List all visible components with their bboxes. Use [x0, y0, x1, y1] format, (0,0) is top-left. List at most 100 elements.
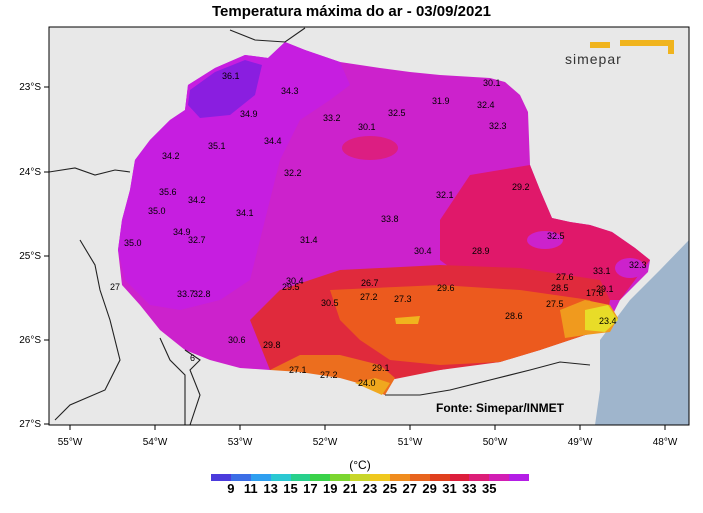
station-value: 29.8 [263, 340, 281, 350]
colorbar-ticks: 9 11 13 15 17 19 21 23 25 27 29 31 33 35 [211, 481, 529, 497]
station-value: 32.1 [436, 190, 454, 200]
station-value: 33.8 [381, 214, 399, 224]
colorbar-tick-label: 33 [462, 481, 477, 496]
station-value: 35.0 [148, 206, 166, 216]
station-value: 35.6 [159, 187, 177, 197]
source-label: Fonte: Simepar/INMET [436, 401, 565, 415]
station-value: 31.9 [432, 96, 450, 106]
station-value: 32.3 [629, 260, 647, 270]
colorbar-tick-label: 25 [382, 481, 398, 496]
lon-label: 51°W [398, 437, 423, 448]
station-value: 35.0 [124, 238, 142, 248]
colorbar-swatch [290, 474, 311, 481]
colorbar-tick-label: 27 [402, 481, 417, 496]
colorbar-tick-label: 15 [283, 481, 298, 496]
station-value: 29.1 [596, 284, 614, 294]
lon-label: 52°W [313, 437, 338, 448]
parana-state [118, 42, 650, 395]
colorbar-swatch [509, 474, 529, 481]
station-value: 30.1 [358, 122, 376, 132]
station-value: 34.1 [236, 208, 254, 218]
station-value: 30.4 [414, 246, 432, 256]
station-value: 35.1 [208, 141, 226, 151]
station-value: 33.7 [177, 289, 195, 299]
station-value: 29.6 [437, 283, 455, 293]
lat-label: 25°S [19, 251, 41, 262]
map-title: Temperatura máxima do ar - 03/09/2021 [211, 3, 492, 20]
station-value: 29.5 [282, 282, 300, 292]
colorbar [211, 474, 529, 481]
colorbar-swatch [211, 474, 231, 481]
station-value: 33.1 [593, 266, 611, 276]
colorbar-swatch [350, 474, 370, 481]
colorbar-tick-label: 23 [362, 481, 378, 496]
station-value: 17.6 [586, 288, 604, 298]
station-value: 32.2 [284, 168, 302, 178]
colorbar-tick-label: 13 [263, 481, 278, 496]
station-value: 32.5 [547, 231, 565, 241]
colorbar-tick-label: 17 [303, 481, 318, 496]
station-value: 26.7 [361, 278, 379, 288]
colorbar-swatch [489, 474, 510, 481]
station-value: 34.2 [188, 195, 206, 205]
station-value: 36.1 [222, 71, 240, 81]
station-value: 27.2 [320, 370, 338, 380]
station-value: 23.4 [599, 316, 617, 326]
colorbar-tick-label: 35 [482, 481, 497, 496]
colorbar-swatch [449, 474, 470, 481]
station-value: 27 [110, 282, 120, 292]
lat-label: 23°S [19, 82, 41, 93]
lon-label: 48°W [653, 437, 678, 448]
station-value: 28.9 [472, 246, 490, 256]
colorbar-tick-label: 29 [422, 481, 437, 496]
station-value: 32.8 [193, 289, 211, 299]
station-value: 32.4 [477, 100, 495, 110]
station-value: 34.9 [173, 227, 191, 237]
station-value: 27.5 [546, 299, 564, 309]
station-value: 28.6 [505, 311, 523, 321]
colorbar-tick-label: 9 [227, 481, 235, 496]
station-value: 27.6 [556, 272, 574, 282]
lat-label: 24°S [19, 167, 41, 178]
station-value: 28.5 [551, 283, 569, 293]
colorbar-swatch [370, 474, 390, 481]
station-value: 32.3 [489, 121, 507, 131]
station-value: 27.2 [360, 292, 378, 302]
station-value: 31.4 [300, 235, 318, 245]
lat-label: 27°S [19, 419, 41, 430]
station-value: 34.3 [281, 86, 299, 96]
longitude-axis: 55°W 54°W 53°W 52°W 51°W 50°W 49°W 48°W [58, 425, 678, 448]
station-value: 34.4 [264, 136, 282, 146]
lon-label: 49°W [568, 437, 593, 448]
simepar-logo: simepar [565, 40, 674, 67]
colorbar-swatch [469, 474, 490, 481]
colorbar-tick-label: 11 [243, 481, 258, 496]
colorbar-tick-label: 19 [323, 481, 338, 496]
colorbar-unit: (°C) [349, 458, 371, 472]
colorbar-swatch [250, 474, 271, 481]
colorbar-swatch [409, 474, 430, 481]
station-value: 32.5 [388, 108, 406, 118]
colorbar-swatch [429, 474, 450, 481]
ocean [595, 240, 689, 425]
colorbar-tick-label: 31 [442, 481, 457, 496]
station-value: 30.4 [286, 276, 304, 286]
station-value: 30.1 [483, 78, 501, 88]
station-value: 27.1 [289, 365, 307, 375]
lon-label: 55°W [58, 437, 83, 448]
colorbar-tick-label: 21 [342, 481, 358, 496]
lon-label: 54°W [143, 437, 168, 448]
colorbar-swatch [389, 474, 410, 481]
latitude-axis: 23°S 24°S 25°S 26°S 27°S [19, 82, 49, 430]
station-value: 32.7 [188, 235, 206, 245]
station-value: 6 [190, 353, 195, 363]
map-frame [48, 26, 690, 426]
station-value: 24.0 [358, 378, 376, 388]
station-value: 30.5 [321, 298, 339, 308]
station-value: 34.2 [162, 151, 180, 161]
station-value: 34.9 [240, 109, 258, 119]
station-value: 29.1 [372, 363, 390, 373]
borders [49, 27, 591, 425]
station-values: 36.1 34.3 30.1 31.9 32.4 34.9 33.2 32.5 … [110, 71, 647, 388]
lat-label: 26°S [19, 335, 41, 346]
